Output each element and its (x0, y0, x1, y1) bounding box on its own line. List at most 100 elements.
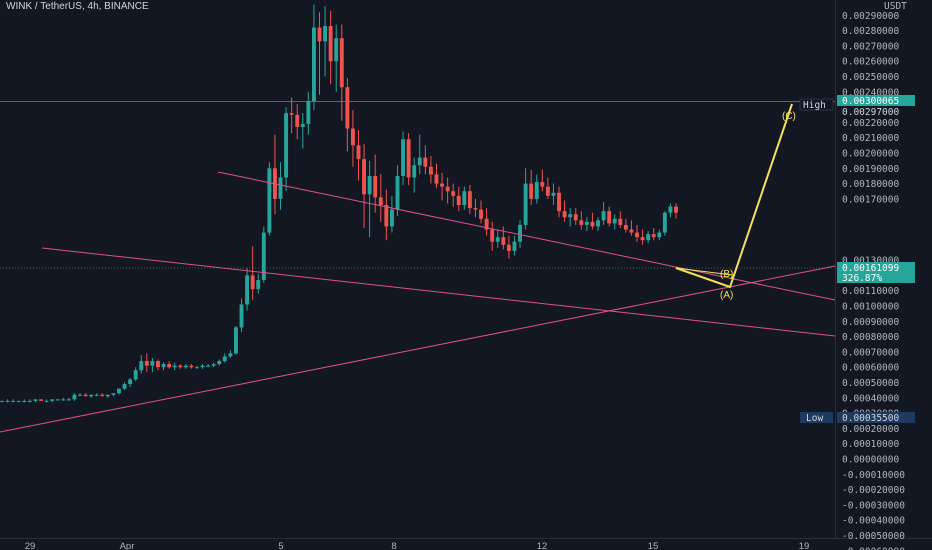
candle (189, 364, 194, 369)
candle-body (596, 220, 600, 227)
candle-body (217, 361, 222, 365)
candle-body (440, 183, 444, 187)
candle (111, 393, 116, 397)
candle-body (373, 175, 378, 198)
candle-body (545, 186, 550, 196)
candle-body (22, 400, 27, 402)
candle (272, 134, 277, 215)
y-tick-label: 0.00110000 (842, 286, 899, 297)
candle-body (55, 399, 60, 401)
candle-body (501, 237, 506, 245)
candle-body (384, 205, 389, 227)
candle-body (150, 361, 155, 366)
candle-body (161, 364, 166, 368)
candle-body (590, 221, 595, 227)
candle-body (50, 399, 55, 401)
y-tick-label: -0.00020000 (842, 485, 905, 496)
candle (384, 189, 389, 241)
y-tick-label: 0.00070000 (842, 347, 899, 358)
y-tick-label: 0.00260000 (842, 57, 899, 68)
candle-body (172, 365, 177, 368)
candle (462, 186, 467, 210)
candle (72, 393, 77, 401)
candle-body (339, 38, 344, 88)
trendlines[interactable] (0, 171, 836, 433)
candle-body (11, 400, 16, 402)
high-marker: High (799, 98, 834, 111)
x-tick-label: 8 (391, 541, 396, 550)
candle (306, 91, 311, 135)
candle (545, 177, 550, 199)
candle (378, 174, 383, 222)
candle (501, 226, 506, 250)
wave-label-a[interactable]: (A) (720, 290, 733, 301)
rising-support-trendline[interactable] (0, 265, 836, 433)
x-tick-label: 12 (537, 541, 548, 550)
candle-body (345, 87, 350, 129)
candle-body (139, 361, 144, 371)
current-price-value: 0.00161099 (842, 263, 899, 274)
candle (389, 195, 394, 233)
wave-label-c[interactable]: (C) (782, 111, 796, 122)
candle (523, 168, 528, 230)
y-tick-label: 0.00080000 (842, 332, 899, 343)
candle (261, 226, 266, 284)
y-tick-label: 0.00050000 (842, 378, 899, 389)
candle (623, 218, 628, 233)
candle (284, 107, 289, 192)
y-tick-label: 0.00090000 (842, 317, 899, 328)
candle-body (657, 232, 662, 238)
candle (117, 388, 121, 395)
candle (5, 399, 10, 403)
candle-body (423, 157, 428, 167)
candle-body (105, 394, 110, 397)
wave-path[interactable] (675, 103, 793, 289)
candle (234, 325, 238, 355)
candle-body (66, 399, 71, 401)
candle (161, 362, 166, 371)
candle (584, 217, 589, 232)
candle-body (529, 183, 534, 199)
candle (44, 399, 49, 403)
candle-body (61, 399, 66, 401)
candle-body (78, 394, 82, 396)
candle (66, 397, 71, 401)
y-tick-label: 0.00220000 (842, 118, 899, 129)
candle-body (534, 182, 539, 199)
candle (490, 221, 495, 251)
candle-body (662, 212, 667, 233)
y-tick-label: 0.00280000 (842, 26, 899, 37)
candle-body (5, 400, 10, 402)
candle-body (228, 353, 233, 357)
candle (339, 24, 344, 121)
candle (518, 220, 522, 248)
candle (317, 12, 322, 95)
candle-body (618, 218, 623, 225)
candle-body (245, 275, 250, 305)
candle (607, 206, 612, 227)
y-tick-label: -0.00030000 (842, 500, 905, 511)
candle-body (328, 26, 333, 62)
candle-body (284, 113, 289, 178)
elliott-wave-path[interactable]: (A) (B) (C) (675, 103, 796, 301)
candle (200, 364, 205, 369)
candle (150, 358, 155, 372)
symbol-title[interactable]: WINK / TetherUS, 4h, BINANCE (6, 1, 149, 12)
candle (278, 162, 283, 210)
candle-body (479, 209, 483, 219)
candle (495, 229, 500, 248)
y-tick-label: 0.00010000 (842, 439, 899, 450)
wave-label-b[interactable]: (B) (720, 269, 733, 280)
candle-body (367, 175, 372, 195)
candle (245, 267, 250, 311)
candle (128, 377, 133, 388)
candle (222, 353, 227, 363)
lower-wedge-trendline[interactable] (41, 247, 836, 337)
candle (345, 78, 350, 152)
candle-body (428, 166, 433, 175)
candle (412, 157, 417, 193)
candle (39, 399, 43, 401)
candle (122, 382, 127, 391)
candle (22, 399, 27, 403)
